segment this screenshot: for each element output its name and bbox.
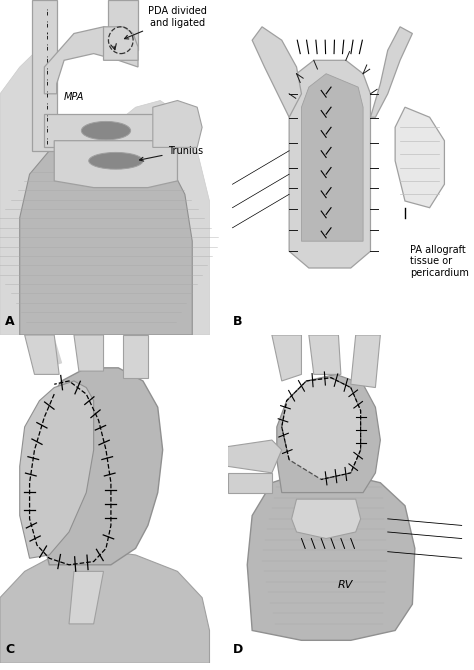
- Polygon shape: [292, 499, 361, 539]
- Text: RV: RV: [338, 580, 354, 590]
- Polygon shape: [25, 335, 59, 375]
- Text: PA allograft
tissue or
pericardium: PA allograft tissue or pericardium: [410, 245, 469, 278]
- Polygon shape: [228, 440, 282, 473]
- Polygon shape: [395, 107, 445, 208]
- Polygon shape: [309, 335, 341, 375]
- Polygon shape: [282, 378, 361, 480]
- Polygon shape: [20, 134, 192, 335]
- Polygon shape: [32, 0, 57, 151]
- Text: D: D: [232, 643, 243, 657]
- Polygon shape: [45, 114, 177, 147]
- Polygon shape: [272, 335, 301, 381]
- Polygon shape: [247, 473, 415, 641]
- Polygon shape: [54, 141, 177, 188]
- Polygon shape: [123, 335, 148, 378]
- Text: PDA divided
and ligated: PDA divided and ligated: [125, 6, 207, 39]
- Polygon shape: [153, 100, 202, 147]
- Ellipse shape: [82, 121, 131, 140]
- Polygon shape: [45, 27, 138, 94]
- Polygon shape: [20, 381, 94, 558]
- Ellipse shape: [89, 152, 143, 169]
- Polygon shape: [351, 335, 380, 387]
- Text: A: A: [5, 315, 15, 328]
- Polygon shape: [301, 74, 363, 241]
- FancyArrowPatch shape: [37, 336, 62, 368]
- Polygon shape: [69, 572, 103, 624]
- Polygon shape: [277, 375, 380, 492]
- Polygon shape: [0, 50, 210, 335]
- Polygon shape: [228, 473, 272, 492]
- Polygon shape: [0, 548, 210, 663]
- Polygon shape: [371, 27, 412, 117]
- Polygon shape: [103, 27, 138, 60]
- Text: C: C: [5, 643, 14, 657]
- Text: MPA: MPA: [64, 92, 84, 103]
- Polygon shape: [289, 60, 371, 268]
- Text: Trunius: Trunius: [139, 146, 203, 161]
- Polygon shape: [74, 335, 103, 371]
- Polygon shape: [109, 0, 138, 50]
- Text: B: B: [232, 315, 242, 328]
- Polygon shape: [252, 27, 301, 117]
- Polygon shape: [35, 368, 163, 565]
